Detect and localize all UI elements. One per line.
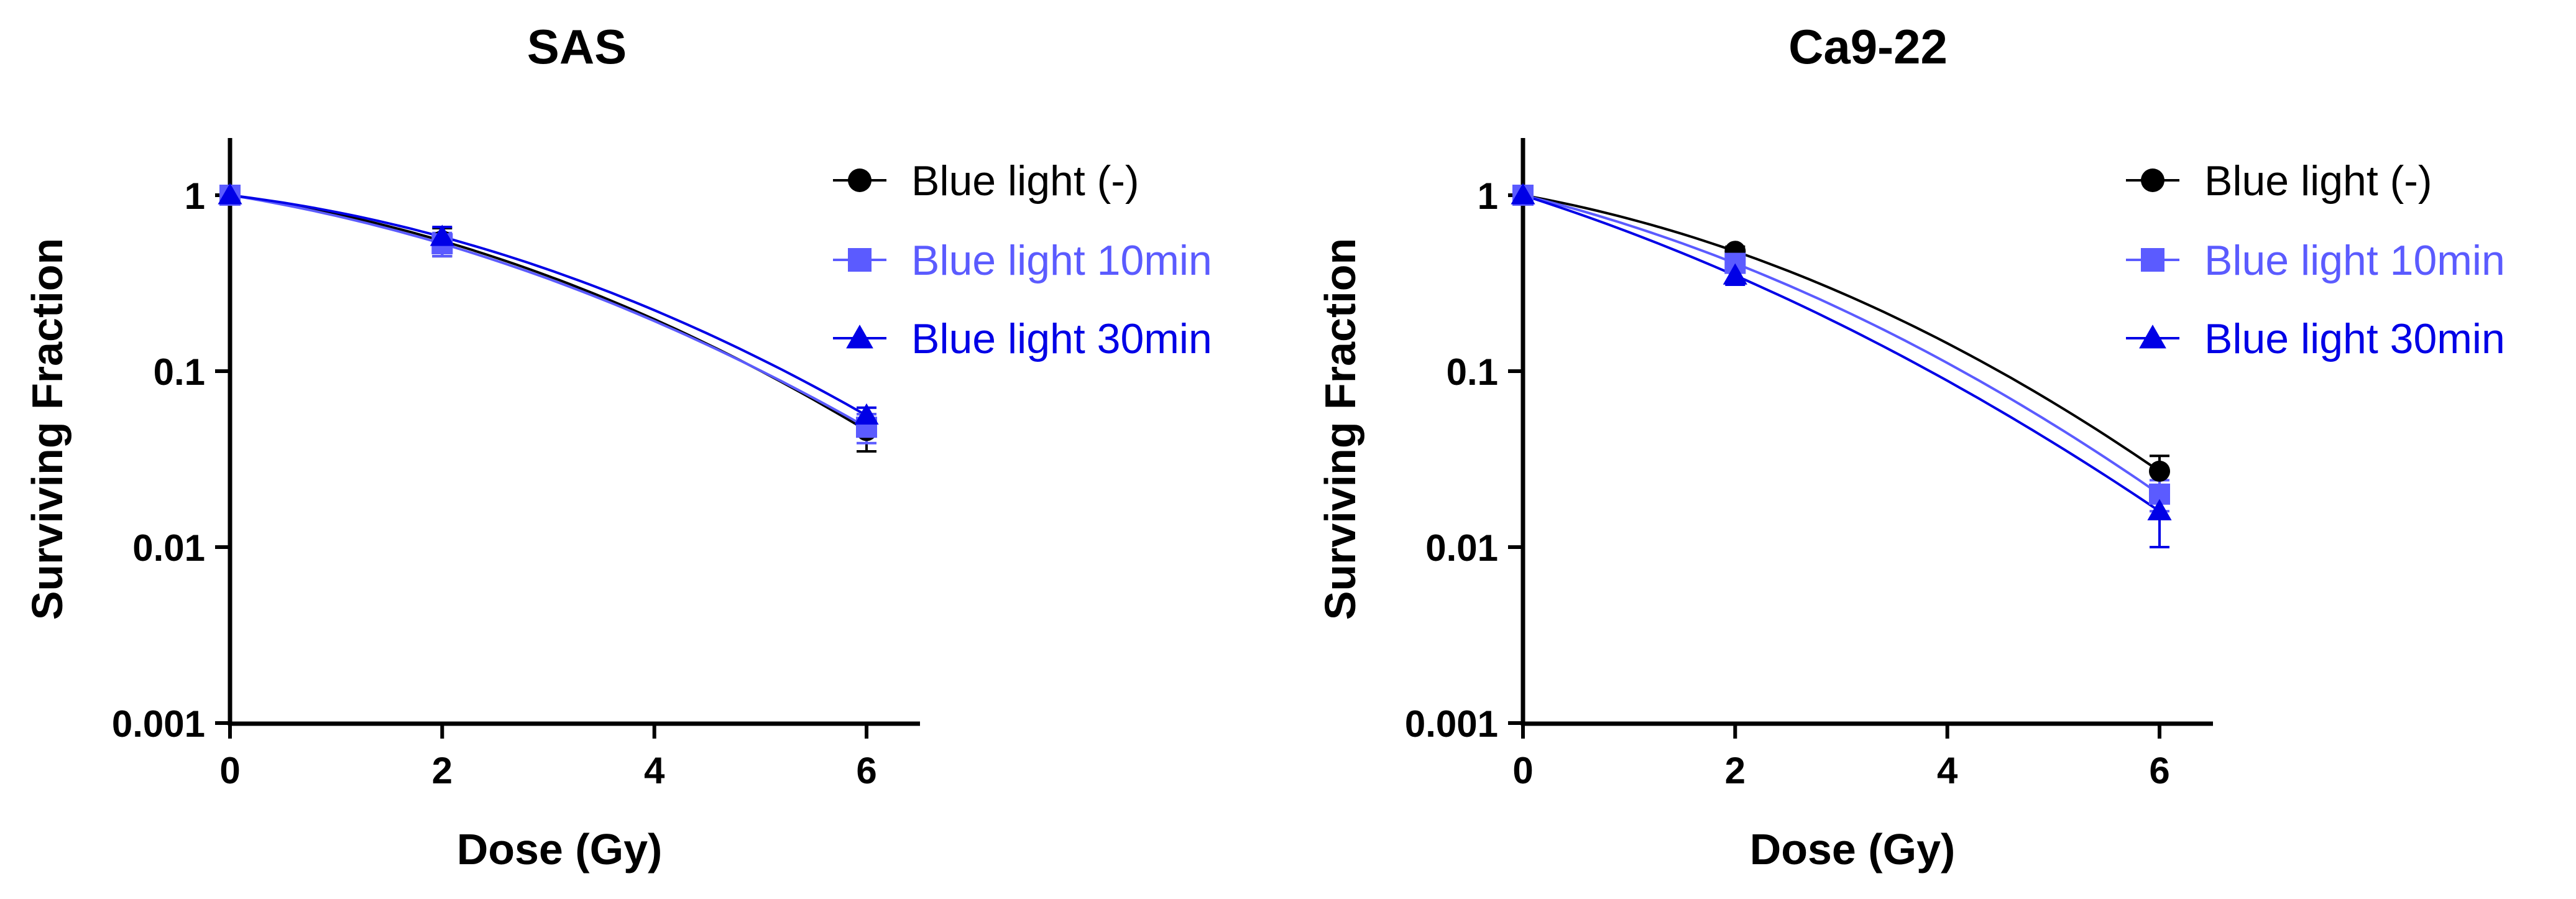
fit-curve-series-1 <box>229 194 867 428</box>
legend-marker-square <box>848 248 872 272</box>
data-point-triangle <box>430 224 454 246</box>
x-axis-label: Dose (Gy) <box>457 825 663 874</box>
y-tick-label: 0.001 <box>1405 703 1498 745</box>
legend-marker-triangle <box>846 325 873 349</box>
fit-curve-series-0 <box>229 194 868 432</box>
fit-curve-series-0 <box>1522 194 2161 473</box>
y-tick-label: 0.1 <box>154 351 205 393</box>
fit-curve-series-2 <box>1522 194 2161 512</box>
chart-panel-1: Ca9-22 0.001 0.01 0.1 1 0 2 4 6 Dose (Gy) Survivin… <box>1316 19 2505 874</box>
fit-curve-series-2 <box>229 194 867 417</box>
data-point-circle <box>2149 460 2170 482</box>
legend-marker-square <box>2141 248 2164 272</box>
x-tick-label: 0 <box>219 750 240 791</box>
chart-panel-0: SAS 0.001 0.01 0.1 1 0 2 4 6 Dose (Gy) Surviving F… <box>23 19 1212 874</box>
legend-marker-triangle <box>2139 325 2166 349</box>
legend-label: Blue light 30min <box>2204 315 2505 362</box>
x-tick-label: 4 <box>644 750 665 791</box>
x-tick-label: 6 <box>856 750 876 791</box>
y-axis-label: Surviving Fraction <box>23 238 71 620</box>
legend-label: Blue light 30min <box>911 315 1212 362</box>
chart-title: SAS <box>527 19 627 74</box>
x-tick-label: 4 <box>1937 750 1958 791</box>
data-point-triangle <box>2147 499 2172 520</box>
data-point-triangle <box>218 183 242 205</box>
y-tick-label: 0.01 <box>132 527 205 569</box>
data-point-triangle <box>1723 263 1747 285</box>
y-tick-label: 1 <box>1478 175 1498 217</box>
legend-label: Blue light 10min <box>911 237 1212 284</box>
chart-title: Ca9-22 <box>1788 19 1948 74</box>
y-tick-label: 0.001 <box>112 703 205 745</box>
y-tick-label: 1 <box>185 175 205 217</box>
legend-marker-circle <box>848 168 872 192</box>
data-point-triangle <box>854 403 879 425</box>
y-tick-label: 0.01 <box>1425 527 1498 569</box>
x-tick-label: 6 <box>2149 750 2169 791</box>
x-tick-label: 2 <box>432 750 453 791</box>
legend-marker-circle <box>2141 168 2164 192</box>
legend-label: Blue light 10min <box>2204 237 2505 284</box>
legend-label: Blue light (-) <box>2204 157 2432 205</box>
legend-label: Blue light (-) <box>911 157 1139 205</box>
y-axis-label: Surviving Fraction <box>1316 238 1364 620</box>
data-point-triangle <box>1511 183 1535 205</box>
x-axis-label: Dose (Gy) <box>1750 825 1956 874</box>
x-tick-label: 2 <box>1725 750 1746 791</box>
y-tick-label: 0.1 <box>1447 351 1498 393</box>
x-tick-label: 0 <box>1512 750 1533 791</box>
fit-curve-series-1 <box>1522 194 2161 496</box>
